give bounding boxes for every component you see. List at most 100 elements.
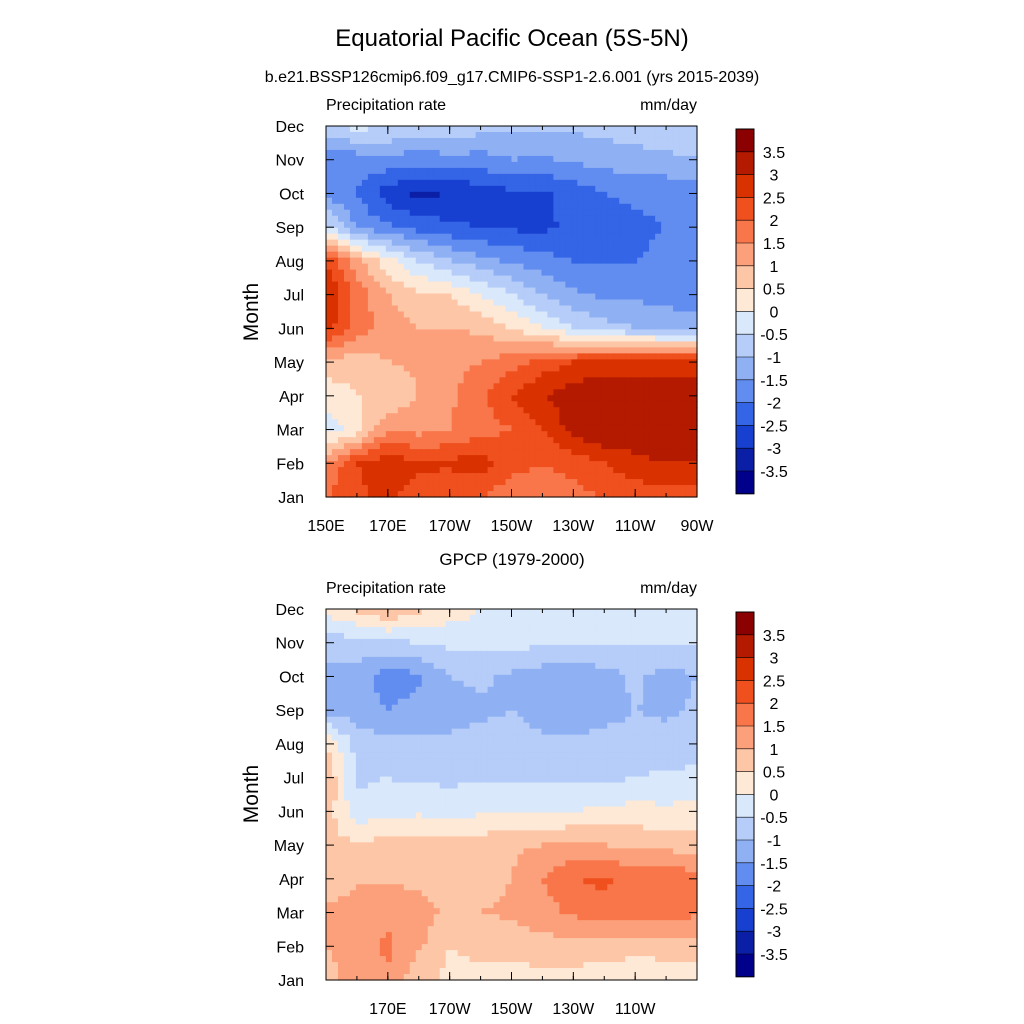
heat-cell [691,662,698,670]
heat-cell [421,650,429,658]
heat-cell [451,395,459,402]
heat-cell [553,479,560,486]
colorbar-swatch [736,265,754,289]
heat-cell [595,692,602,700]
heat-cell [505,341,513,348]
heat-cell [511,650,519,658]
heat-cell [415,650,423,658]
heat-cell [505,305,513,313]
heat-cell [451,161,459,169]
heat-cell [583,347,590,354]
heat-cell [541,299,548,307]
heat-cell [547,389,554,396]
heat-cell [475,638,483,646]
heat-cell [637,155,644,163]
heat-cell [469,686,477,694]
heat-cell [607,341,614,348]
heat-cell [535,227,543,235]
heat-cell [373,191,381,199]
heat-cell [553,626,560,634]
heat-cell [469,209,477,217]
heat-cell [499,698,507,706]
heat-cell [469,455,477,462]
heat-cell [445,437,453,444]
heat-cell [439,185,447,193]
heat-cell [349,407,357,414]
heat-cell [583,197,590,205]
heat-cell [571,275,578,283]
heat-cell [403,437,411,444]
heat-cell [499,281,507,289]
heat-cell [469,668,477,676]
heat-cell [643,371,650,378]
heat-cell [529,473,537,480]
heat-cell [517,173,525,181]
heat-cell [415,263,423,271]
heat-cell [619,698,626,706]
heat-cell [457,437,465,444]
heat-cell [469,323,477,331]
heat-cell [505,644,513,652]
heat-cell [493,686,501,694]
heat-cell [541,425,548,432]
heat-cell [385,167,393,175]
heat-cell [403,329,411,337]
heat-cell [667,656,674,664]
heat-cell [601,347,608,354]
heat-cell [391,455,399,462]
heat-cell [547,692,554,700]
x-tick-label: 90W [681,518,715,535]
heat-cell [667,245,674,253]
heat-cell [625,179,632,187]
heat-cell [529,437,537,444]
heat-cell [535,287,543,295]
heat-cell [481,419,489,426]
heat-cell [637,305,644,313]
heat-cell [595,401,602,408]
heat-cell [529,668,537,676]
heat-cell [577,221,584,229]
heat-cell [661,485,668,492]
heat-cell [619,668,626,676]
heat-cell [505,425,513,432]
heat-cell [415,467,423,474]
heat-cell [385,155,393,163]
heat-cell [487,656,495,664]
heat-cell [595,257,602,265]
heat-cell [661,323,668,331]
heat-cell [541,149,548,157]
heat-cell [517,638,525,646]
heat-cell [385,431,393,438]
heat-cell [391,425,399,432]
heat-cell [385,215,393,223]
heat-cell [673,467,680,474]
heat-cell [337,155,345,163]
heat-cell [553,437,560,444]
heat-cell [601,644,608,652]
heat-cell [427,185,435,193]
heat-cell [625,692,632,700]
heat-cell [529,173,537,181]
heat-cell [679,698,686,706]
heat-cell [451,197,459,205]
heat-cell [583,305,590,313]
heat-cell [421,674,429,682]
heat-cell [403,149,411,157]
heat-cell [367,143,375,151]
heat-cell [691,425,698,432]
heat-cell [529,353,537,360]
heat-cell [493,461,501,468]
heat-cell [547,341,554,348]
heat-cell [607,698,614,706]
heat-cell [517,674,525,682]
heat-cell [553,209,560,217]
heat-cell [637,692,644,700]
heat-cell [487,443,495,450]
heat-cell [349,698,357,706]
heat-cell [349,323,357,331]
heat-cell [493,371,501,378]
heat-cell [541,644,548,652]
heat-cell [643,341,650,348]
heat-cell [349,704,357,712]
heat-cell [343,347,351,354]
